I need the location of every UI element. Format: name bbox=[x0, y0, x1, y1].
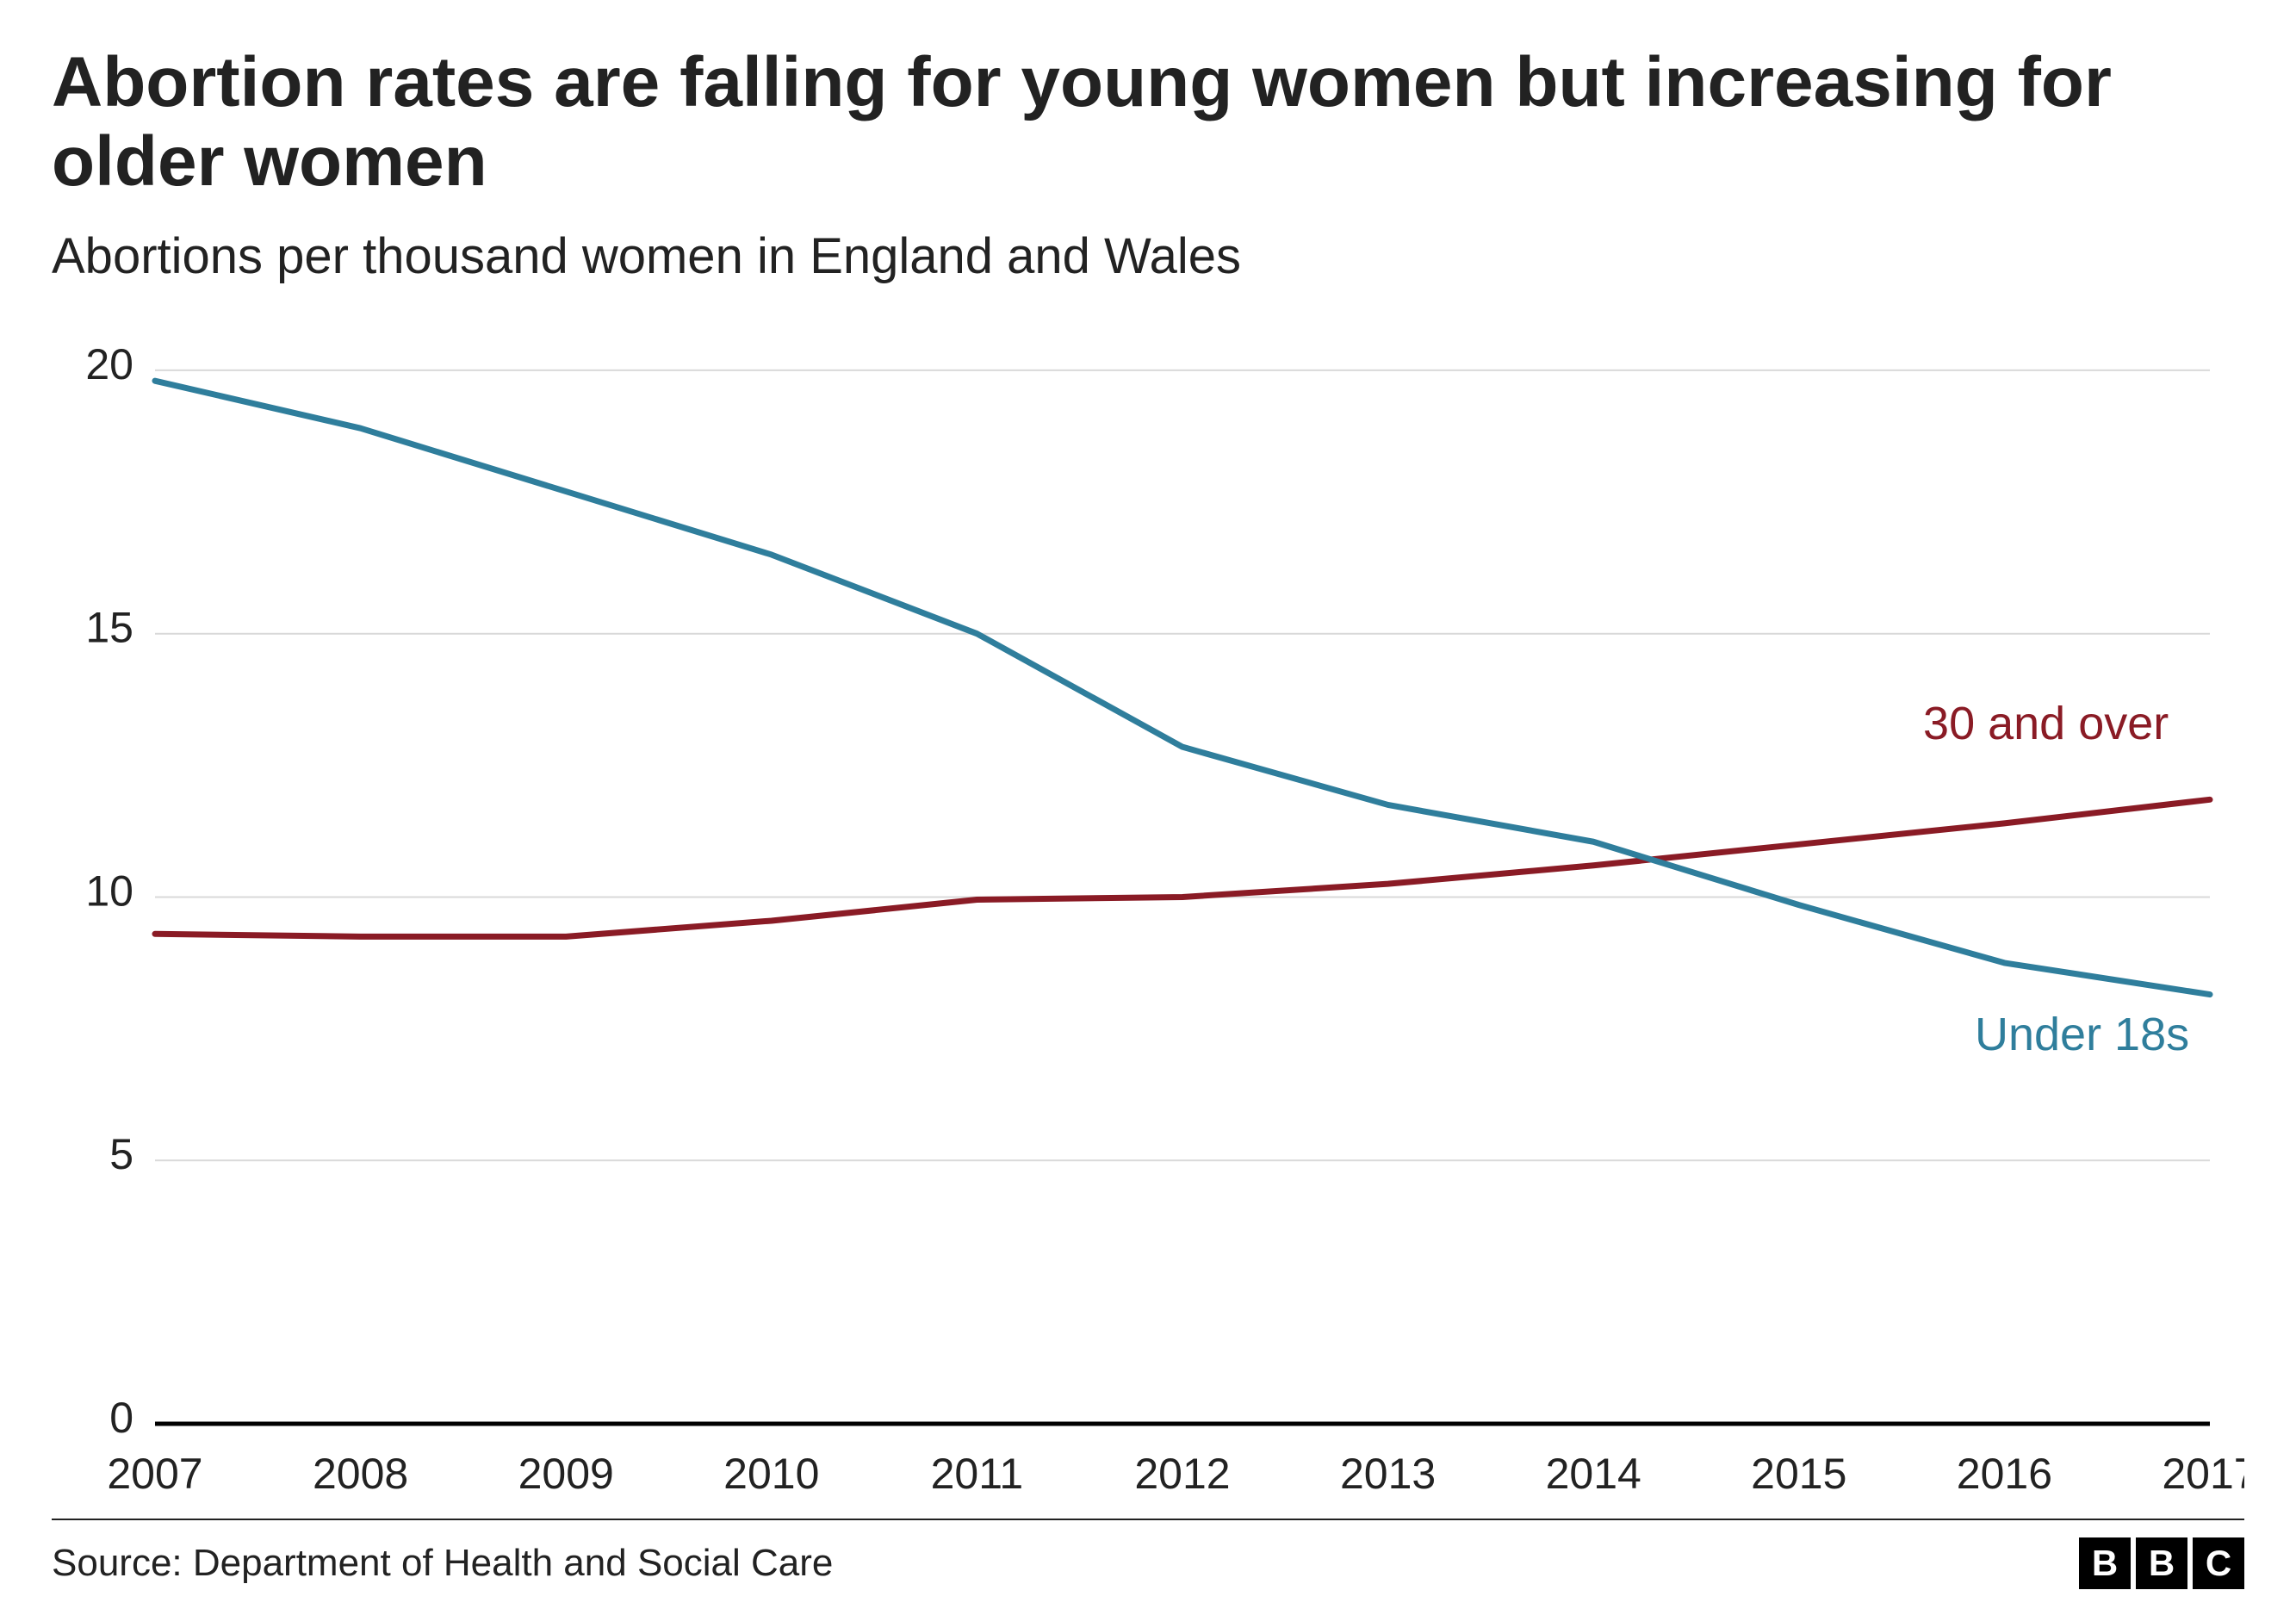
x-tick-label: 2010 bbox=[723, 1450, 819, 1498]
y-tick-label: 10 bbox=[85, 867, 133, 915]
series-label: Under 18s bbox=[1975, 1008, 2189, 1059]
x-tick-label: 2017 bbox=[2162, 1450, 2244, 1498]
chart-subtitle: Abortions per thousand women in England … bbox=[52, 227, 2244, 285]
series-label: 30 and over bbox=[1923, 698, 2169, 749]
bbc-logo-letter: C bbox=[2193, 1537, 2244, 1589]
series-line bbox=[155, 381, 2210, 994]
bbc-logo-letter: B bbox=[2079, 1537, 2131, 1589]
series-line bbox=[155, 799, 2210, 936]
x-tick-label: 2014 bbox=[1546, 1450, 1641, 1498]
figure: Abortion rates are falling for young wom… bbox=[0, 0, 2296, 1615]
y-tick-label: 5 bbox=[109, 1130, 133, 1178]
figure-footer: Source: Department of Health and Social … bbox=[52, 1519, 2244, 1589]
line-chart-svg: 0 5 10 15 20 2007 2008 2009 2010 2011 2012 2013 2014… bbox=[52, 320, 2244, 1519]
x-tick-label: 2015 bbox=[1751, 1450, 1846, 1498]
x-tick-label: 2007 bbox=[107, 1450, 202, 1498]
x-tick-label: 2011 bbox=[931, 1450, 1024, 1498]
chart-title: Abortion rates are falling for young wom… bbox=[52, 43, 2244, 202]
x-tick-label: 2009 bbox=[518, 1450, 614, 1498]
y-tick-label: 15 bbox=[85, 603, 133, 651]
x-tick-label: 2013 bbox=[1340, 1450, 1436, 1498]
bbc-logo: B B C bbox=[2079, 1537, 2244, 1589]
plot-area: 0 5 10 15 20 2007 2008 2009 2010 2011 2012 2013 2014… bbox=[52, 320, 2244, 1519]
bbc-logo-letter: B bbox=[2136, 1537, 2187, 1589]
y-tick-label: 0 bbox=[109, 1394, 133, 1442]
x-tick-label: 2016 bbox=[1957, 1450, 2052, 1498]
x-tick-label: 2012 bbox=[1134, 1450, 1230, 1498]
x-tick-label: 2008 bbox=[313, 1450, 408, 1498]
y-tick-label: 20 bbox=[85, 340, 133, 388]
source-text: Source: Department of Health and Social … bbox=[52, 1542, 833, 1585]
